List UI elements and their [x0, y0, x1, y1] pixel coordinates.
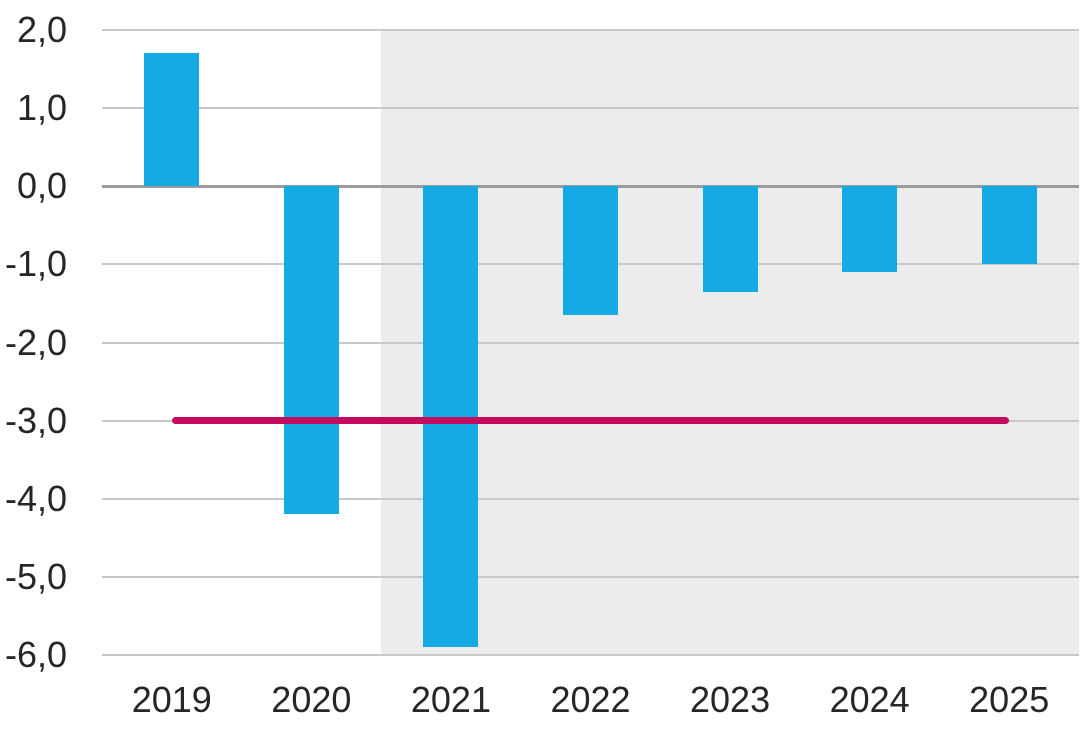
y-tick-label: -2,0	[4, 321, 67, 363]
y-tick-label: -5,0	[4, 555, 67, 597]
gridline	[102, 107, 1079, 110]
x-tick-label-2024: 2024	[829, 679, 910, 720]
y-tick-label: -6,0	[4, 634, 67, 675]
gridline	[102, 497, 1079, 500]
x-tick-label-2021: 2021	[410, 679, 491, 720]
bar-2023	[702, 186, 758, 292]
plot-area	[102, 29, 1079, 656]
bar-2025	[981, 186, 1037, 265]
bar-2022	[563, 186, 618, 316]
x-tick-label-2019: 2019	[131, 679, 212, 720]
bar-2024	[842, 186, 898, 273]
reference-line	[171, 417, 1010, 425]
x-tick-label-2020: 2020	[271, 679, 352, 720]
gridline	[102, 341, 1079, 344]
y-tick-label: -1,0	[4, 243, 67, 285]
bar-2020	[283, 186, 339, 515]
x-tick-label-2023: 2023	[690, 679, 771, 720]
gridline	[102, 654, 1079, 656]
y-tick-label: 0,0	[16, 165, 67, 207]
y-tick-label: -4,0	[4, 477, 67, 519]
bar-2019	[144, 53, 200, 187]
y-tick-label: 1,0	[16, 87, 67, 129]
bar-2021	[423, 186, 479, 648]
x-tick-label-2025: 2025	[969, 679, 1050, 720]
y-tick-label: -3,0	[4, 399, 67, 441]
x-tick-label-2022: 2022	[550, 679, 631, 720]
y-tick-label: 2,0	[16, 9, 67, 50]
gridline	[102, 575, 1079, 578]
gridline	[102, 29, 1079, 31]
